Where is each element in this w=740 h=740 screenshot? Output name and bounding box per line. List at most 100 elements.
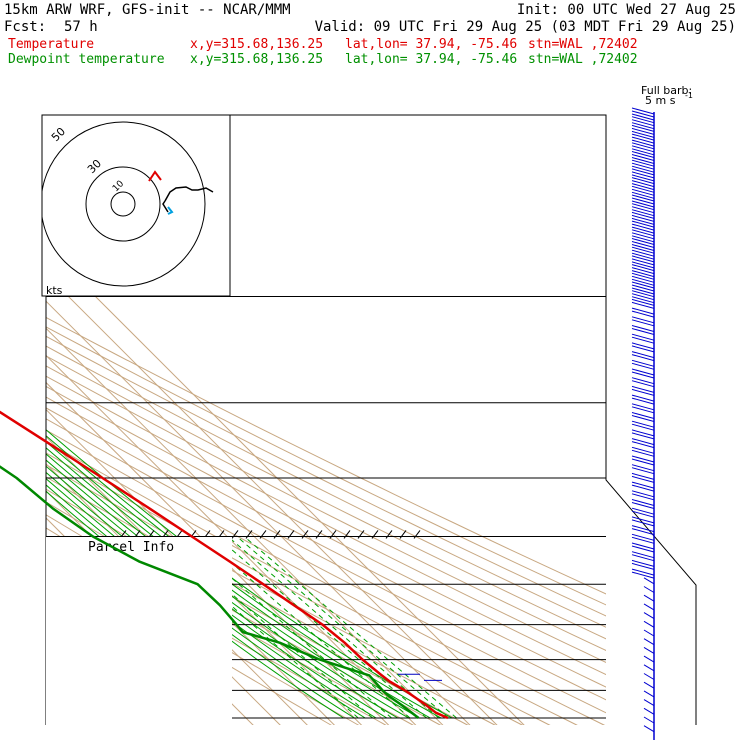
init-time: Init: 00 UTC Wed 27 Aug 25	[517, 2, 736, 18]
frame-right-edge	[46, 114, 697, 725]
hatch-tick	[329, 530, 337, 539]
wind-barb	[631, 519, 655, 527]
wind-barb	[631, 267, 655, 275]
wind-barb	[631, 180, 655, 188]
wind-barb	[631, 371, 655, 379]
wind-barb	[631, 301, 655, 309]
dry-adiabat-line	[46, 396, 606, 688]
wind-barb	[631, 388, 655, 396]
wind-barb	[631, 136, 655, 144]
wind-barb	[631, 139, 655, 147]
wind-barb	[631, 142, 655, 150]
wind-barb	[631, 241, 655, 248]
parcel-info-title: Parcel Info	[88, 540, 174, 555]
hodograph-trace-black-low	[162, 200, 169, 213]
wind-barb	[631, 481, 655, 489]
wind-barb	[631, 554, 655, 562]
wind-barb	[631, 110, 655, 118]
wind-barb	[631, 194, 655, 202]
hodograph-ring-30	[85, 166, 161, 242]
parcel-info-panel: Parcel Info	[46, 537, 232, 725]
dry-adiabat-line	[46, 464, 524, 725]
isotherm-line	[46, 300, 471, 725]
wind-barb	[631, 124, 655, 132]
hodograph: 50 30 10 kts	[41, 114, 231, 297]
isotherm-line	[46, 354, 417, 725]
wind-barb	[643, 664, 655, 672]
wind-barb	[631, 562, 655, 570]
hatch-tick	[399, 530, 407, 539]
wind-barb	[631, 296, 655, 304]
wind-barb	[643, 638, 655, 646]
mixing-ratio-line	[236, 536, 449, 719]
wind-barb	[631, 165, 655, 173]
hatch-tick	[315, 530, 323, 539]
wind-barb	[643, 577, 655, 585]
dry-adiabat-line	[46, 345, 606, 628]
wind-barb	[631, 209, 655, 217]
fcst-value: 57 h	[64, 19, 98, 35]
wind-barb	[631, 559, 655, 567]
wind-barb	[631, 475, 655, 483]
wind-barb	[631, 154, 655, 161]
wind-barb	[643, 681, 655, 689]
wind-barb	[631, 249, 655, 257]
wind-barb	[631, 223, 655, 231]
wind-barb	[631, 429, 655, 437]
dry-adiabat-line	[46, 316, 606, 595]
hatch-tick	[259, 530, 267, 539]
wind-barb	[631, 536, 655, 544]
wind-barb	[631, 214, 655, 222]
wind-barb	[631, 333, 655, 341]
wind-barb	[631, 113, 655, 121]
wind-barb	[631, 162, 655, 170]
wind-barb	[631, 191, 655, 199]
wind-barb	[631, 455, 655, 463]
wind-barb	[631, 510, 655, 518]
wind-barb	[643, 586, 655, 593]
wind-barb	[631, 293, 655, 301]
wind-barb	[631, 119, 655, 127]
dry-adiabat-line	[46, 429, 606, 725]
wind-barb	[643, 620, 655, 628]
wind-barb	[643, 655, 655, 663]
hatch-tick	[287, 530, 295, 539]
wind-barb	[631, 533, 655, 541]
wind-barb	[631, 493, 655, 501]
wind-barb	[631, 217, 655, 225]
barb-legend-line2: 5 m s	[645, 94, 676, 107]
wind-barb	[631, 368, 655, 376]
sounding-profiles	[0, 410, 449, 720]
wind-barb	[631, 130, 655, 138]
dry-adiabat-line	[46, 407, 606, 701]
isotherm-line	[46, 273, 498, 725]
wind-barb	[631, 502, 655, 509]
wind-barb	[631, 188, 655, 196]
wind-barb	[631, 568, 655, 576]
dewpoint-profile-line	[0, 465, 420, 719]
wind-barb	[631, 252, 655, 260]
wind-barb	[631, 264, 655, 272]
dry-adiabat-line	[46, 326, 606, 606]
wind-barb	[631, 415, 655, 422]
wind-barb	[631, 432, 655, 440]
temperature-legend-xy: x,y=315.68,136.25	[190, 37, 323, 52]
dewpoint-legend-label: Dewpoint temperature	[8, 52, 165, 67]
wind-barb	[631, 397, 655, 405]
hatch-tick	[357, 530, 365, 539]
wind-barb	[643, 673, 655, 680]
wind-barb	[631, 183, 655, 191]
wind-barb	[631, 441, 655, 449]
wind-barb	[631, 516, 655, 524]
hodograph-ring-50	[42, 121, 206, 287]
wind-barb	[631, 281, 655, 289]
wind-barb	[631, 284, 655, 292]
hatch-tick	[273, 530, 281, 539]
wind-barb	[631, 270, 655, 278]
wind-barb	[643, 707, 655, 715]
mixing-ratio-line	[227, 536, 440, 719]
wind-barb	[643, 725, 655, 733]
wind-barb	[631, 351, 655, 359]
wind-barb	[631, 185, 655, 193]
wind-barb	[631, 412, 655, 419]
